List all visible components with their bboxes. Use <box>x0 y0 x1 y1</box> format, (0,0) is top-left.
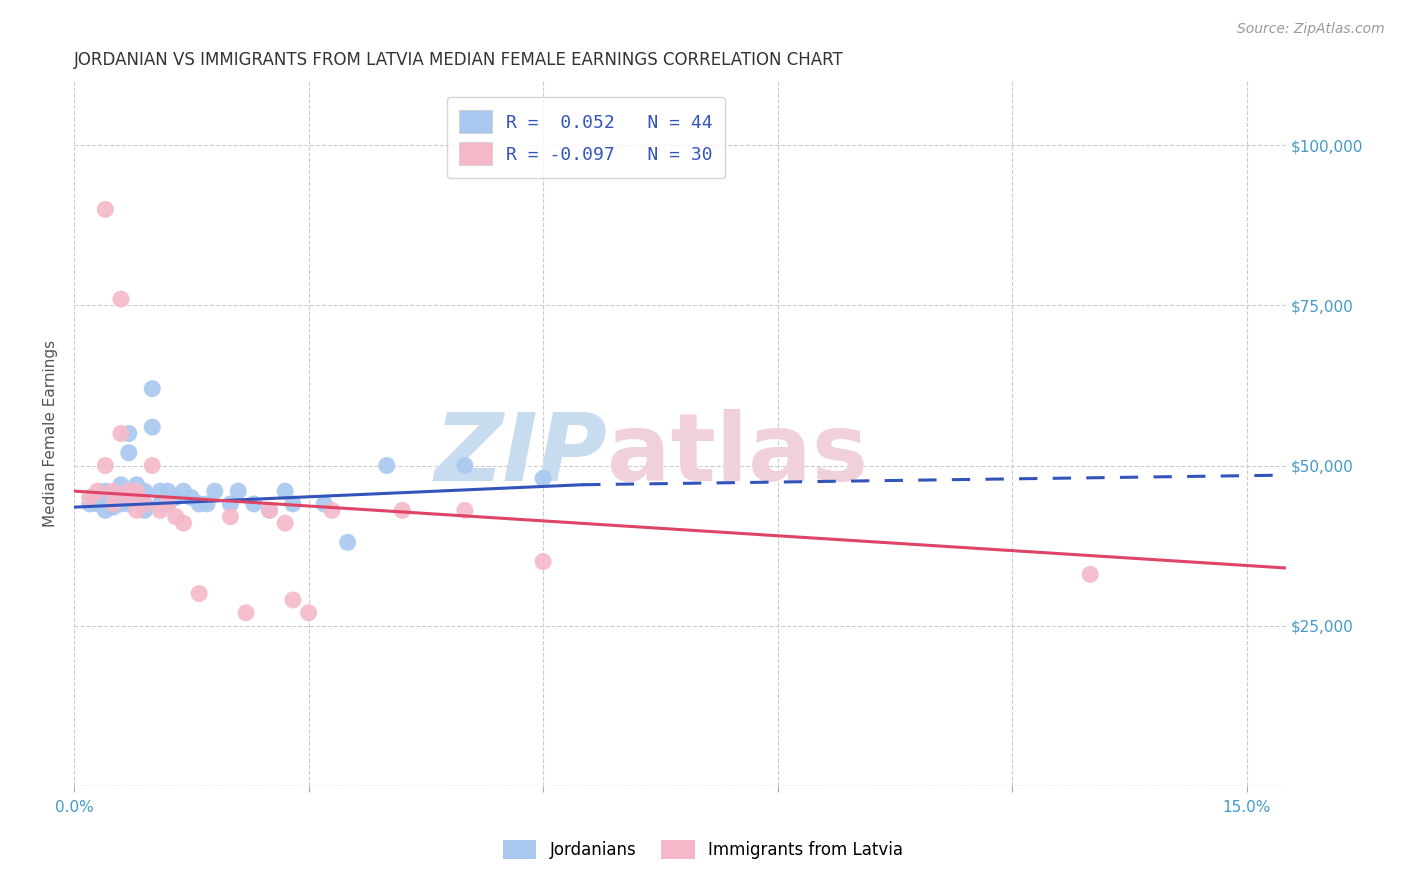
Point <box>118 446 141 460</box>
Point <box>125 484 148 499</box>
Point <box>454 503 477 517</box>
Point <box>101 484 124 499</box>
Point <box>226 484 249 499</box>
Point <box>165 509 187 524</box>
Point <box>125 484 148 499</box>
Point <box>274 484 297 499</box>
Point <box>235 606 257 620</box>
Point <box>110 497 132 511</box>
Point <box>156 497 179 511</box>
Point <box>165 491 187 505</box>
Point <box>94 458 117 473</box>
Point <box>204 484 226 499</box>
Point <box>259 503 281 517</box>
Point <box>321 503 343 517</box>
Point <box>110 477 132 491</box>
Point <box>454 458 477 473</box>
Point <box>118 497 141 511</box>
Point <box>281 593 304 607</box>
Point <box>141 420 163 434</box>
Point <box>86 497 108 511</box>
Point <box>195 497 218 511</box>
Point <box>141 458 163 473</box>
Point <box>156 497 179 511</box>
Legend: Jordanians, Immigrants from Latvia: Jordanians, Immigrants from Latvia <box>496 833 910 866</box>
Point <box>149 497 172 511</box>
Point <box>101 497 124 511</box>
Text: atlas: atlas <box>607 409 868 500</box>
Point <box>134 484 156 499</box>
Point <box>297 606 319 620</box>
Point <box>219 497 242 511</box>
Point <box>101 493 124 508</box>
Point <box>125 477 148 491</box>
Point <box>94 503 117 517</box>
Point <box>134 497 156 511</box>
Point <box>219 509 242 524</box>
Point <box>118 484 141 499</box>
Text: Source: ZipAtlas.com: Source: ZipAtlas.com <box>1237 22 1385 37</box>
Point <box>391 503 413 517</box>
Point <box>134 497 156 511</box>
Point <box>281 497 304 511</box>
Point <box>118 426 141 441</box>
Point <box>101 497 124 511</box>
Point <box>274 516 297 530</box>
Point <box>134 503 156 517</box>
Point <box>375 458 398 473</box>
Legend: R =  0.052   N = 44, R = -0.097   N = 30: R = 0.052 N = 44, R = -0.097 N = 30 <box>447 97 725 178</box>
Point <box>79 497 101 511</box>
Point <box>125 503 148 517</box>
Point <box>110 491 132 505</box>
Point <box>110 426 132 441</box>
Point <box>125 491 148 505</box>
Point <box>531 471 554 485</box>
Point <box>180 491 202 505</box>
Point <box>149 503 172 517</box>
Point <box>110 292 132 306</box>
Text: JORDANIAN VS IMMIGRANTS FROM LATVIA MEDIAN FEMALE EARNINGS CORRELATION CHART: JORDANIAN VS IMMIGRANTS FROM LATVIA MEDI… <box>75 51 844 69</box>
Point <box>156 484 179 499</box>
Point <box>118 491 141 505</box>
Point <box>243 497 266 511</box>
Point <box>336 535 359 549</box>
Point <box>188 497 211 511</box>
Point <box>149 484 172 499</box>
Y-axis label: Median Female Earnings: Median Female Earnings <box>44 340 58 527</box>
Point <box>173 516 195 530</box>
Point <box>314 497 336 511</box>
Point <box>118 484 141 499</box>
Point <box>141 382 163 396</box>
Point <box>101 500 124 515</box>
Point <box>531 555 554 569</box>
Point <box>86 484 108 499</box>
Point <box>94 202 117 217</box>
Point <box>101 491 124 505</box>
Text: ZIP: ZIP <box>434 409 607 500</box>
Point <box>173 484 195 499</box>
Point <box>259 503 281 517</box>
Point <box>79 491 101 505</box>
Point <box>1078 567 1101 582</box>
Point <box>94 484 117 499</box>
Point <box>188 586 211 600</box>
